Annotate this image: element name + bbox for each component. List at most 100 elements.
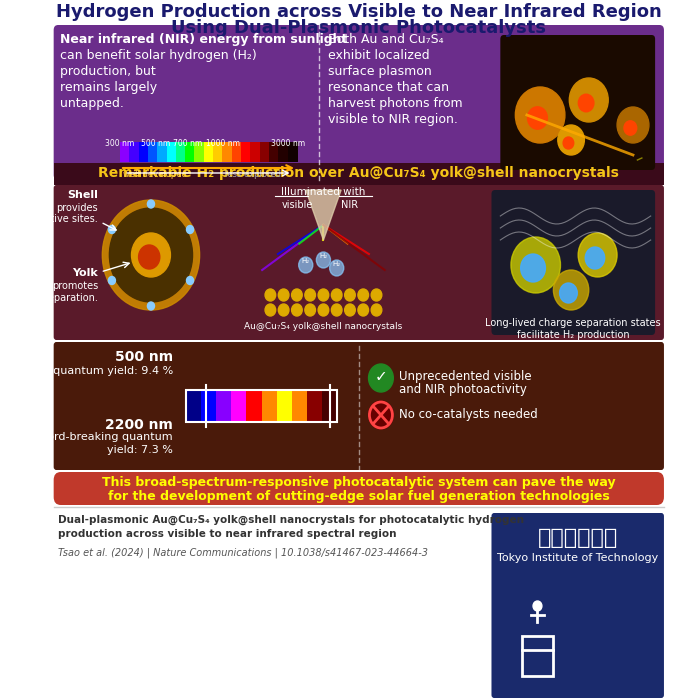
Text: Hydrogen Production across Visible to Near Infrared Region: Hydrogen Production across Visible to Ne…: [56, 3, 662, 21]
Circle shape: [528, 107, 547, 130]
Circle shape: [554, 270, 589, 310]
Text: production, but: production, but: [60, 65, 155, 78]
Circle shape: [132, 233, 170, 277]
Circle shape: [515, 87, 565, 143]
Bar: [186, 390, 337, 422]
Text: Illuminated with: Illuminated with: [281, 187, 365, 197]
Circle shape: [318, 289, 329, 301]
Circle shape: [521, 254, 545, 282]
Circle shape: [148, 302, 155, 310]
Text: Near infrared (NIR) energy from sunlight: Near infrared (NIR) energy from sunlight: [60, 33, 347, 46]
Circle shape: [558, 125, 584, 155]
Bar: [139, 142, 149, 162]
Text: No co-catalysts needed: No co-catalysts needed: [400, 408, 538, 421]
Bar: [232, 142, 242, 162]
Bar: [216, 390, 232, 422]
Text: 1000 nm: 1000 nm: [206, 139, 239, 148]
Bar: [167, 142, 177, 162]
Circle shape: [559, 283, 578, 303]
Bar: [148, 142, 158, 162]
Circle shape: [578, 233, 617, 277]
Bar: [322, 390, 337, 422]
Circle shape: [102, 200, 199, 310]
Bar: [186, 142, 195, 162]
Text: H₂: H₂: [332, 261, 341, 267]
Bar: [223, 142, 232, 162]
Text: H₂: H₂: [319, 253, 328, 259]
Text: NIR: NIR: [342, 200, 358, 210]
Bar: [202, 390, 217, 422]
Circle shape: [368, 364, 393, 392]
Text: for the development of cutting-edge solar fuel generation technologies: for the development of cutting-edge sola…: [108, 490, 610, 503]
Circle shape: [585, 247, 605, 269]
Circle shape: [305, 289, 316, 301]
Text: Using Dual-Plasmonic Photocatalysts: Using Dual-Plasmonic Photocatalysts: [172, 19, 546, 37]
Text: Au@Cu₇S₄ yolk@shell nanocrystals: Au@Cu₇S₄ yolk@shell nanocrystals: [244, 322, 402, 331]
Circle shape: [109, 208, 192, 302]
Bar: [158, 142, 167, 162]
Text: well developed: well developed: [123, 170, 188, 179]
Text: active sites.: active sites.: [39, 214, 98, 224]
Text: charge separation.: charge separation.: [6, 293, 98, 303]
Circle shape: [265, 289, 276, 301]
Bar: [49, 507, 668, 700]
Text: Tokyo Institute of Technology: Tokyo Institute of Technology: [497, 553, 658, 563]
Bar: [120, 142, 130, 162]
Text: Peak quantum yield: 9.4 %: Peak quantum yield: 9.4 %: [23, 366, 173, 376]
Circle shape: [344, 289, 356, 301]
FancyBboxPatch shape: [54, 472, 664, 505]
Circle shape: [371, 289, 382, 301]
Circle shape: [139, 245, 160, 269]
Text: 500 nm: 500 nm: [115, 350, 173, 364]
Text: 300 nm: 300 nm: [106, 139, 134, 148]
Bar: [269, 142, 279, 162]
Text: facilitate H₂ production: facilitate H₂ production: [517, 330, 629, 340]
Text: yield: 7.3 %: yield: 7.3 %: [107, 445, 173, 455]
Text: Both Au and Cu₇S₄: Both Au and Cu₇S₄: [328, 33, 444, 46]
Text: remains largely: remains largely: [60, 81, 157, 94]
Circle shape: [331, 289, 342, 301]
Text: This broad-spectrum-responsive photocatalytic system can pave the way: This broad-spectrum-responsive photocata…: [102, 476, 615, 489]
Circle shape: [563, 137, 574, 149]
Text: 700 nm: 700 nm: [173, 139, 202, 148]
Text: and NIR photoactivity: and NIR photoactivity: [400, 383, 527, 396]
Circle shape: [186, 276, 194, 284]
Bar: [130, 142, 139, 162]
Bar: [54, 163, 664, 185]
Text: H₂: H₂: [302, 258, 310, 264]
Bar: [276, 390, 293, 422]
Bar: [251, 142, 260, 162]
FancyBboxPatch shape: [491, 190, 655, 335]
Circle shape: [331, 304, 342, 316]
Circle shape: [108, 225, 116, 234]
Text: Record-breaking quantum: Record-breaking quantum: [27, 432, 173, 442]
Text: ✓: ✓: [374, 370, 387, 384]
Text: Tsao et al. (2024) | Nature Communications | 10.1038/s41467-023-44664-3: Tsao et al. (2024) | Nature Communicatio…: [58, 547, 428, 557]
Bar: [279, 142, 288, 162]
Text: Remarkable H₂ production over Au@Cu₇S₄ yolk@shell nanocrystals: Remarkable H₂ production over Au@Cu₇S₄ y…: [99, 166, 620, 180]
Bar: [204, 142, 214, 162]
Bar: [213, 142, 223, 162]
Bar: [262, 390, 277, 422]
Text: Long-lived charge separation states: Long-lived charge separation states: [485, 318, 661, 328]
Bar: [246, 390, 262, 422]
Text: surface plasmon: surface plasmon: [328, 65, 432, 78]
FancyBboxPatch shape: [491, 513, 664, 698]
Circle shape: [292, 304, 302, 316]
Bar: [307, 390, 323, 422]
Text: Unprecedented visible: Unprecedented visible: [400, 370, 532, 383]
Circle shape: [344, 304, 356, 316]
Text: 2200 nm: 2200 nm: [105, 418, 173, 432]
Text: promotes: promotes: [52, 281, 98, 291]
Text: provides: provides: [56, 203, 98, 213]
Circle shape: [318, 304, 329, 316]
Circle shape: [624, 121, 637, 135]
Bar: [260, 142, 270, 162]
Circle shape: [299, 257, 313, 273]
Text: less explored: less explored: [225, 170, 281, 179]
FancyBboxPatch shape: [54, 25, 664, 180]
Bar: [195, 142, 204, 162]
FancyBboxPatch shape: [54, 185, 664, 340]
Text: production across visible to near infrared spectral region: production across visible to near infrar…: [58, 529, 397, 539]
Text: 東京工業大学: 東京工業大学: [538, 528, 618, 548]
